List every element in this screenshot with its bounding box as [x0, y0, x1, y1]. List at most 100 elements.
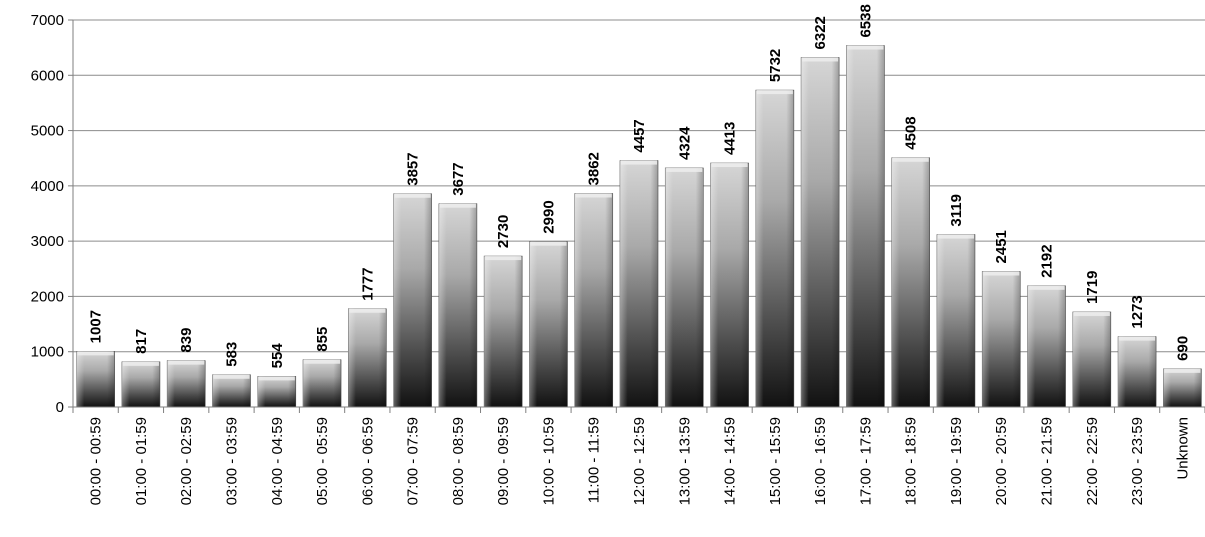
bar-shine [846, 45, 885, 408]
x-tick-label: 19:00 - 19:59 [948, 417, 965, 505]
bar-shine [1163, 368, 1202, 407]
bar-top-bevel [1028, 285, 1065, 290]
x-tick-label: 23:00 - 23:59 [1129, 417, 1146, 505]
bar-top-bevel [77, 351, 114, 356]
bar-top-bevel [666, 167, 703, 172]
x-tick-label: 03:00 - 03:59 [223, 417, 240, 505]
bar-shine [1027, 285, 1066, 407]
y-tick-label: 1000 [31, 344, 64, 361]
data-label: 6322 [812, 16, 829, 49]
data-label: 855 [314, 327, 331, 352]
bar-top-bevel [304, 359, 341, 364]
x-tick-label: 21:00 - 21:59 [1039, 417, 1056, 505]
x-tick-label: 10:00 - 10:59 [540, 417, 557, 505]
x-tick-label: 05:00 - 05:59 [314, 417, 331, 505]
bar-top-bevel [711, 163, 748, 168]
x-tick-label: 04:00 - 04:59 [269, 417, 286, 505]
y-tick-label: 5000 [31, 123, 64, 140]
data-label: 1719 [1084, 271, 1101, 304]
x-tick-label: 01:00 - 01:59 [133, 417, 150, 505]
x-tick-label: 11:00 - 11:59 [586, 417, 603, 503]
bar-shine [121, 361, 160, 407]
x-tick-label: 16:00 - 16:59 [812, 417, 829, 505]
bar-shine [574, 193, 613, 407]
bar-top-bevel [168, 360, 205, 365]
x-tick-label: 00:00 - 00:59 [88, 417, 105, 505]
bar-shine [76, 351, 115, 407]
x-tick-label: 12:00 - 12:59 [631, 417, 648, 505]
bar-shine [529, 241, 568, 407]
bar-top-bevel [439, 203, 476, 208]
x-tick-label: 22:00 - 22:59 [1084, 417, 1101, 505]
x-tick-label: 07:00 - 07:59 [405, 417, 422, 505]
data-label: 4457 [631, 119, 648, 152]
data-label: 5732 [767, 49, 784, 82]
x-tick-label: 02:00 - 02:59 [178, 417, 195, 505]
bar-shine [167, 360, 206, 407]
bar-top-bevel [937, 234, 974, 239]
data-label: 1007 [88, 310, 105, 343]
bar-shine [710, 163, 749, 407]
bar-top-bevel [575, 193, 612, 198]
data-label: 3857 [405, 152, 422, 185]
bar-shine [982, 271, 1021, 407]
data-label: 2990 [540, 200, 557, 233]
data-label: 2192 [1039, 244, 1056, 277]
bar-shine [257, 376, 296, 407]
bar-shine [484, 256, 523, 407]
y-tick-label: 3000 [31, 233, 64, 250]
data-label: 583 [223, 342, 240, 367]
bar-top-bevel [122, 361, 159, 366]
bar-top-bevel [892, 157, 929, 162]
x-tick-label: 13:00 - 13:59 [676, 417, 693, 505]
bar-shine [393, 193, 432, 407]
x-tick-label: 14:00 - 14:59 [722, 417, 739, 505]
bar-top-bevel [620, 160, 658, 165]
x-tick-label: 08:00 - 08:59 [450, 417, 467, 505]
y-tick-label: 0 [56, 399, 64, 416]
bar-shine [303, 359, 342, 407]
data-label: 3862 [586, 152, 603, 185]
bar-shine [801, 57, 840, 408]
y-tick-label: 2000 [31, 288, 64, 305]
data-label: 839 [178, 328, 195, 353]
data-label: 554 [269, 343, 286, 369]
bar-top-bevel [983, 271, 1020, 276]
bar-shine [665, 167, 704, 407]
data-label: 817 [133, 329, 150, 354]
bar-top-bevel [1119, 336, 1156, 341]
data-label: 4413 [722, 122, 739, 155]
bar-shine [212, 374, 251, 407]
data-label: 1273 [1129, 295, 1146, 328]
x-tick-label: 17:00 - 17:59 [857, 417, 874, 505]
data-label: 690 [1174, 336, 1191, 361]
y-tick-label: 4000 [31, 178, 64, 195]
data-label: 1777 [359, 267, 376, 300]
x-tick-label: 06:00 - 06:59 [359, 417, 376, 505]
bar-shine [755, 90, 794, 407]
bar-top-bevel [530, 241, 567, 246]
bar-shine [1118, 336, 1157, 407]
data-label: 6538 [857, 4, 874, 37]
data-label: 3677 [450, 162, 467, 195]
bar-top-bevel [802, 57, 839, 62]
data-label: 2730 [495, 215, 512, 248]
bar-shine [619, 160, 659, 407]
data-label: 3119 [948, 194, 965, 227]
bar-shine [438, 203, 477, 407]
bar-top-bevel [847, 45, 884, 50]
x-tick-label: 20:00 - 20:59 [993, 417, 1010, 505]
bar-top-bevel [485, 256, 522, 261]
x-tick-label: Unknown [1174, 417, 1191, 480]
axes: 0 1000 2000 3000 4000 5000 6000 7000 00:00 - 00:… [31, 12, 1205, 505]
bar-top-bevel [756, 90, 793, 95]
data-label: 4324 [676, 126, 693, 160]
bar-shine [891, 157, 930, 407]
bar-top-bevel [213, 374, 250, 379]
bar-shine [348, 308, 387, 407]
data-labels: 1007 817 839 583 554 855 1777 3857 3677 2730 2990 3… [88, 4, 1192, 368]
bar-top-bevel [258, 376, 295, 381]
bars [76, 45, 1202, 408]
x-tick-label: 09:00 - 09:59 [495, 417, 512, 505]
